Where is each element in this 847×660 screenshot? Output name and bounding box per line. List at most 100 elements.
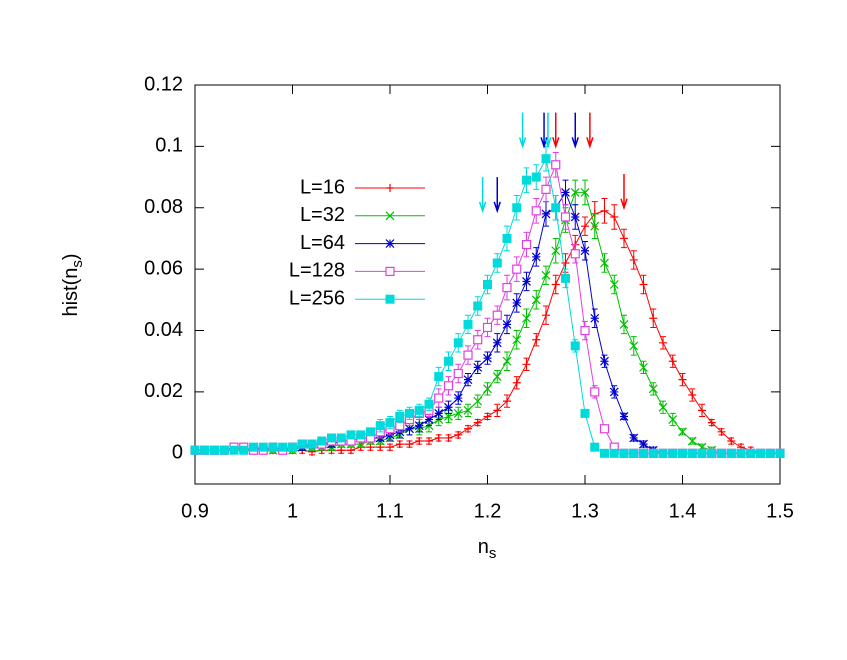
data-point <box>375 419 385 433</box>
marker <box>493 406 502 415</box>
data-point <box>570 339 580 353</box>
data-point <box>395 440 404 449</box>
arrow <box>493 177 501 214</box>
marker <box>414 405 424 415</box>
marker <box>405 408 414 418</box>
data-point <box>531 247 541 267</box>
data-point <box>590 442 600 452</box>
marker <box>609 280 619 289</box>
marker <box>610 212 619 221</box>
marker <box>492 338 502 348</box>
data-point <box>453 333 463 353</box>
y-label-part: ) <box>60 253 82 260</box>
marker <box>366 427 375 437</box>
marker <box>609 448 619 458</box>
data-point <box>492 333 502 353</box>
marker <box>463 350 473 360</box>
marker <box>307 439 317 449</box>
marker <box>434 393 444 403</box>
data-point <box>639 274 648 295</box>
marker <box>765 448 775 458</box>
marker <box>268 442 278 452</box>
marker <box>531 172 541 182</box>
data-point <box>297 439 307 449</box>
data-point <box>687 448 697 458</box>
marker <box>522 360 531 369</box>
data-point <box>522 308 531 328</box>
marker <box>453 408 463 418</box>
marker <box>590 387 600 397</box>
data-point <box>522 271 531 292</box>
data-point <box>210 445 219 455</box>
data-point <box>541 176 551 203</box>
data-point <box>600 354 609 368</box>
marker <box>580 408 590 418</box>
y-tick-label: 0.08 <box>144 196 183 218</box>
x-label-sub: s <box>489 545 497 562</box>
marker <box>375 421 385 431</box>
data-point <box>463 373 473 387</box>
data-point <box>258 442 268 452</box>
marker <box>336 433 346 443</box>
marker <box>385 418 395 428</box>
data-point <box>678 373 687 387</box>
marker <box>590 442 600 452</box>
data-point <box>648 382 658 396</box>
data-point <box>190 445 200 455</box>
marker <box>600 258 609 268</box>
data-point <box>609 448 619 458</box>
data-point <box>336 433 346 443</box>
x-axis-label: ns <box>478 536 497 562</box>
x-tick-label: 1.4 <box>669 500 697 522</box>
data-point <box>492 253 502 273</box>
data-point <box>551 194 561 221</box>
marker <box>512 203 522 213</box>
data-point <box>317 436 327 446</box>
data-point <box>453 406 463 421</box>
marker <box>756 448 765 458</box>
marker <box>503 397 511 406</box>
data-point <box>756 448 765 458</box>
marker <box>200 445 210 455</box>
marker <box>561 187 570 197</box>
data-point <box>600 198 609 224</box>
x-tick-label: 1 <box>287 500 298 522</box>
legend-label: L=64 <box>300 232 345 254</box>
data-point <box>551 274 560 295</box>
marker <box>746 448 756 458</box>
data-point <box>736 448 746 458</box>
marker <box>444 402 453 412</box>
data-point <box>229 445 239 455</box>
marker <box>190 445 200 455</box>
marker <box>542 311 550 320</box>
marker <box>502 282 512 293</box>
marker <box>599 424 610 434</box>
marker <box>443 381 454 391</box>
marker <box>473 418 482 427</box>
data-point <box>473 394 483 408</box>
data-point <box>395 409 405 424</box>
data-point <box>307 439 317 449</box>
marker <box>570 212 580 222</box>
data-point <box>580 408 590 418</box>
data-point <box>425 437 433 446</box>
marker <box>649 314 658 323</box>
data-point <box>502 351 512 371</box>
marker <box>385 239 395 249</box>
data-point <box>405 440 414 449</box>
marker <box>453 368 463 379</box>
marker <box>386 184 394 192</box>
marker <box>297 439 307 449</box>
marker <box>658 402 668 412</box>
marker <box>600 206 609 215</box>
y-tick-label: 0.12 <box>144 73 183 95</box>
marker <box>239 445 249 455</box>
data-point <box>473 296 483 316</box>
data-point <box>590 308 600 328</box>
data-point <box>473 330 483 350</box>
data-point <box>726 448 736 458</box>
x-tick-label: 1.5 <box>766 500 794 522</box>
data-point <box>531 164 541 190</box>
marker <box>483 384 492 394</box>
